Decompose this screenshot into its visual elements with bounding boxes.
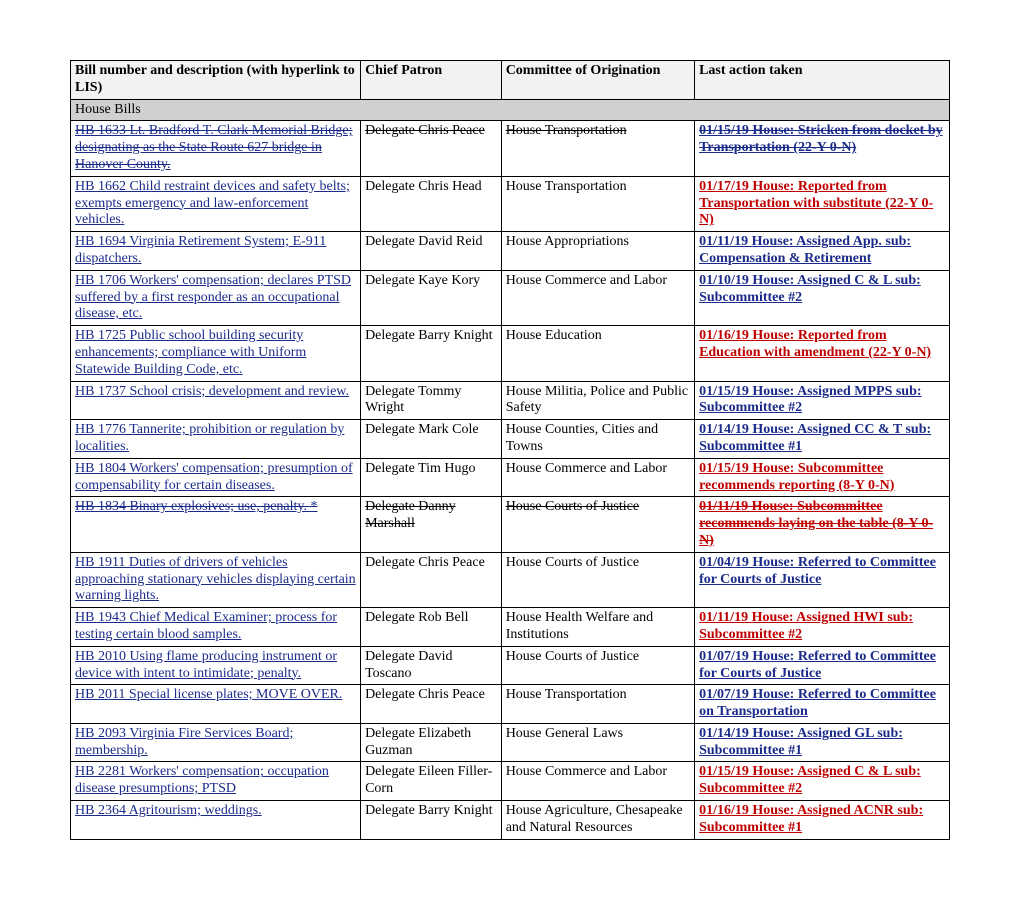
action-link[interactable]: 01/16/19 House: Assigned ACNR sub: Subco… bbox=[699, 803, 923, 835]
patron-cell: Delegate Tommy Wright bbox=[361, 381, 502, 420]
action-link[interactable]: 01/15/19 House: Subcommittee recommends … bbox=[699, 461, 894, 493]
header-row: Bill number and description (with hyperl… bbox=[71, 61, 950, 100]
table-row: HB 1943 Chief Medical Examiner; process … bbox=[71, 608, 950, 647]
table-row: HB 2281 Workers' compensation; occupatio… bbox=[71, 762, 950, 801]
committee-cell: House Appropriations bbox=[501, 232, 694, 271]
header-bill: Bill number and description (with hyperl… bbox=[71, 61, 361, 100]
bill-link[interactable]: HB 1943 Chief Medical Examiner; process … bbox=[75, 610, 337, 642]
bill-link[interactable]: HB 2010 Using flame producing instrument… bbox=[75, 649, 337, 681]
bill-link[interactable]: HB 1911 Duties of drivers of vehicles ap… bbox=[75, 555, 356, 604]
committee-cell: House General Laws bbox=[501, 723, 694, 762]
section-label: House Bills bbox=[71, 99, 950, 121]
action-link[interactable]: 01/11/19 House: Assigned App. sub: Compe… bbox=[699, 234, 911, 266]
patron-cell: Delegate Chris Head bbox=[361, 176, 502, 231]
patron-cell: Delegate Danny Marshall bbox=[361, 497, 502, 552]
header-committee: Committee of Origination bbox=[501, 61, 694, 100]
committee-cell: House Commerce and Labor bbox=[501, 270, 694, 325]
action-link[interactable]: 01/16/19 House: Reported from Education … bbox=[699, 328, 931, 360]
action-link[interactable]: 01/15/19 House: Stricken from docket by … bbox=[699, 123, 943, 155]
committee-cell: House Courts of Justice bbox=[501, 497, 694, 552]
patron-cell: Delegate Barry Knight bbox=[361, 326, 502, 381]
action-link[interactable]: 01/07/19 House: Referred to Committee fo… bbox=[699, 649, 936, 681]
table-row: HB 1694 Virginia Retirement System; E-91… bbox=[71, 232, 950, 271]
action-link[interactable]: 01/15/19 House: Assigned MPPS sub: Subco… bbox=[699, 384, 921, 416]
committee-cell: House Health Welfare and Institutions bbox=[501, 608, 694, 647]
action-link[interactable]: 01/11/19 House: Subcommittee recommends … bbox=[699, 499, 933, 548]
table-row: HB 1911 Duties of drivers of vehicles ap… bbox=[71, 552, 950, 607]
action-link[interactable]: 01/14/19 House: Assigned CC & T sub: Sub… bbox=[699, 422, 931, 454]
bill-link[interactable]: HB 1694 Virginia Retirement System; E-91… bbox=[75, 234, 326, 266]
committee-cell: House Transportation bbox=[501, 685, 694, 724]
table-row: HB 1737 School crisis; development and r… bbox=[71, 381, 950, 420]
action-link[interactable]: 01/04/19 House: Referred to Committee fo… bbox=[699, 555, 936, 587]
bill-link[interactable]: HB 1776 Tannerite; prohibition or regula… bbox=[75, 422, 344, 454]
table-row: HB 1725 Public school building security … bbox=[71, 326, 950, 381]
section-row: House Bills bbox=[71, 99, 950, 121]
patron-cell: Delegate Chris Peace bbox=[361, 685, 502, 724]
committee-cell: House Transportation bbox=[501, 121, 694, 176]
table-row: HB 1633 Lt. Bradford T. Clark Memorial B… bbox=[71, 121, 950, 176]
committee-cell: House Courts of Justice bbox=[501, 646, 694, 685]
action-link[interactable]: 01/10/19 House: Assigned C & L sub: Subc… bbox=[699, 273, 921, 305]
patron-cell: Delegate Chris Peace bbox=[361, 121, 502, 176]
bill-link[interactable]: HB 1737 School crisis; development and r… bbox=[75, 384, 349, 399]
bill-link[interactable]: HB 1804 Workers' compensation; presumpti… bbox=[75, 461, 353, 493]
patron-cell: Delegate David Toscano bbox=[361, 646, 502, 685]
committee-cell: House Education bbox=[501, 326, 694, 381]
bill-link[interactable]: HB 1633 Lt. Bradford T. Clark Memorial B… bbox=[75, 123, 353, 172]
bill-link[interactable]: HB 2364 Agritourism; weddings. bbox=[75, 803, 262, 818]
table-row: HB 1834 Binary explosives; use, penalty.… bbox=[71, 497, 950, 552]
table-row: HB 2364 Agritourism; weddings. Delegate B… bbox=[71, 801, 950, 840]
patron-cell: Delegate Elizabeth Guzman bbox=[361, 723, 502, 762]
table-row: HB 2010 Using flame producing instrument… bbox=[71, 646, 950, 685]
patron-cell: Delegate Kaye Kory bbox=[361, 270, 502, 325]
table-row: HB 1706 Workers' compensation; declares … bbox=[71, 270, 950, 325]
bill-link[interactable]: HB 2093 Virginia Fire Services Board; me… bbox=[75, 726, 293, 758]
table-row: HB 1804 Workers' compensation; presumpti… bbox=[71, 458, 950, 497]
committee-cell: House Counties, Cities and Towns bbox=[501, 420, 694, 459]
committee-cell: House Transportation bbox=[501, 176, 694, 231]
table-row: HB 2011 Special license plates; MOVE OVE… bbox=[71, 685, 950, 724]
committee-cell: House Commerce and Labor bbox=[501, 762, 694, 801]
action-link[interactable]: 01/14/19 House: Assigned GL sub: Subcomm… bbox=[699, 726, 903, 758]
bill-link[interactable]: HB 1725 Public school building security … bbox=[75, 328, 306, 377]
committee-cell: House Courts of Justice bbox=[501, 552, 694, 607]
patron-cell: Delegate Tim Hugo bbox=[361, 458, 502, 497]
action-link[interactable]: 01/07/19 House: Referred to Committee on… bbox=[699, 687, 936, 719]
bill-link[interactable]: HB 1662 Child restraint devices and safe… bbox=[75, 179, 350, 228]
committee-cell: House Militia, Police and Public Safety bbox=[501, 381, 694, 420]
bills-table: Bill number and description (with hyperl… bbox=[70, 60, 950, 840]
patron-cell: Delegate Barry Knight bbox=[361, 801, 502, 840]
committee-cell: House Agriculture, Chesapeake and Natura… bbox=[501, 801, 694, 840]
header-patron: Chief Patron bbox=[361, 61, 502, 100]
table-row: HB 2093 Virginia Fire Services Board; me… bbox=[71, 723, 950, 762]
bill-link[interactable]: HB 2011 Special license plates; MOVE OVE… bbox=[75, 687, 342, 702]
table-row: HB 1776 Tannerite; prohibition or regula… bbox=[71, 420, 950, 459]
committee-cell: House Commerce and Labor bbox=[501, 458, 694, 497]
action-link[interactable]: 01/11/19 House: Assigned HWI sub: Subcom… bbox=[699, 610, 913, 642]
bill-link[interactable]: HB 2281 Workers' compensation; occupatio… bbox=[75, 764, 329, 796]
bill-link[interactable]: HB 1834 Binary explosives; use, penalty.… bbox=[75, 499, 318, 514]
action-link[interactable]: 01/15/19 House: Assigned C & L sub: Subc… bbox=[699, 764, 921, 796]
patron-cell: Delegate Rob Bell bbox=[361, 608, 502, 647]
table-row: HB 1662 Child restraint devices and safe… bbox=[71, 176, 950, 231]
patron-cell: Delegate Eileen Filler-Corn bbox=[361, 762, 502, 801]
bill-link[interactable]: HB 1706 Workers' compensation; declares … bbox=[75, 273, 351, 322]
patron-cell: Delegate David Reid bbox=[361, 232, 502, 271]
patron-cell: Delegate Mark Cole bbox=[361, 420, 502, 459]
action-link[interactable]: 01/17/19 House: Reported from Transporta… bbox=[699, 179, 933, 228]
header-action: Last action taken bbox=[695, 61, 950, 100]
patron-cell: Delegate Chris Peace bbox=[361, 552, 502, 607]
